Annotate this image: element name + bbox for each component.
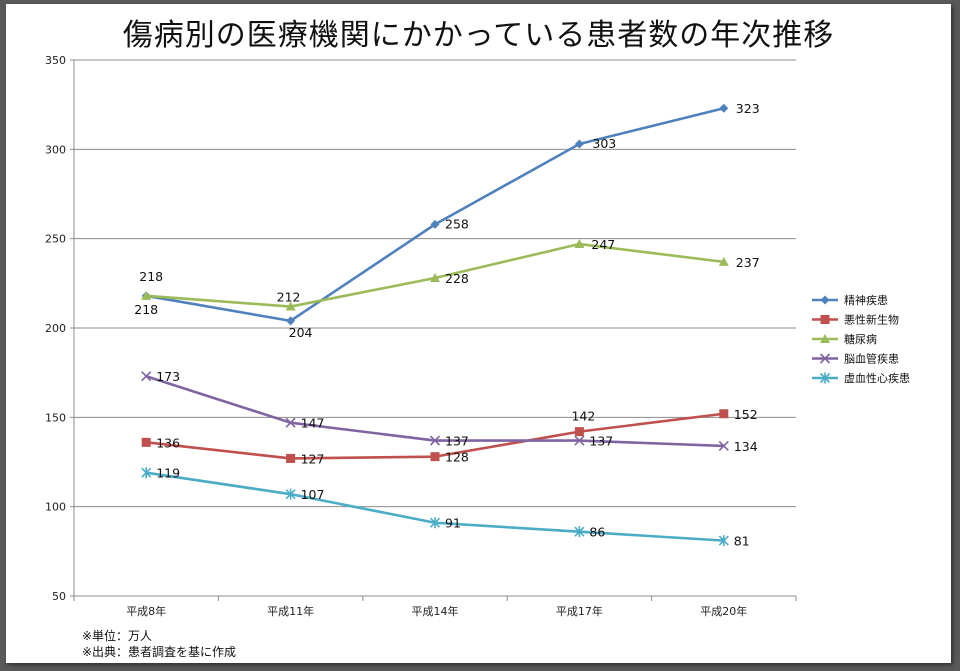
legend-label: 虚血性心疾患: [844, 371, 910, 385]
series-3: 173 147 137 137 134: [141, 369, 758, 454]
line-chart: 50 100 150 200 250 300 350 平成8年 平成11年 平成14年 平成17年 平…: [45, 54, 910, 618]
y-tick-label: 100: [45, 501, 66, 514]
data-point: [429, 435, 441, 446]
axes: 50 100 150 200 250 300 350 平成8年 平成11年 平成14年 平成17年 平…: [45, 54, 797, 618]
data-label: 303: [592, 136, 616, 151]
data-point: [574, 239, 585, 249]
data-point: [819, 353, 831, 364]
notes: ※単位：万人 ※出典：患者調査を基に作成: [82, 628, 236, 660]
data-label: 218: [134, 302, 158, 317]
y-tick-label: 150: [45, 411, 66, 424]
data-point: [574, 435, 585, 446]
data-label: 134: [734, 439, 758, 454]
data-point: [430, 272, 440, 282]
legend-label: 脳血管疾患: [844, 352, 899, 366]
x-tick-label: 平成8年: [126, 604, 166, 618]
data-point: [285, 488, 296, 500]
slide: 傷病別の医療機関にかかっている患者数の年次推移 50 100 150 200 250 30…: [6, 4, 951, 663]
data-label: 204: [289, 325, 313, 340]
legend-item: 脳血管疾患: [812, 352, 899, 366]
data-label: 91: [445, 516, 461, 531]
legend-item: 悪性新生物: [812, 313, 899, 327]
data-label: 152: [734, 407, 758, 422]
series-0: 218 204 258 303 323: [139, 101, 759, 340]
data-label: 86: [589, 525, 605, 540]
data-point: [718, 440, 729, 451]
data-point: [719, 409, 729, 419]
x-tick-label: 平成11年: [267, 604, 314, 618]
legend-label: 精神疾患: [844, 293, 888, 307]
y-tick-label: 200: [45, 322, 66, 335]
data-label: 147: [301, 416, 325, 431]
data-point: [141, 371, 152, 382]
x-tick-label: 平成20年: [700, 604, 747, 618]
data-point: [574, 139, 584, 149]
y-tick-label: 300: [45, 143, 66, 156]
gridlines: [74, 59, 796, 597]
data-point: [718, 256, 729, 266]
legend-label: 悪性新生物: [844, 313, 899, 327]
data-label: 218: [139, 269, 163, 284]
data-label: 228: [445, 271, 469, 286]
data-label: 258: [445, 216, 469, 231]
data-label: 137: [445, 434, 469, 449]
data-label: 173: [156, 369, 180, 384]
data-label: 237: [736, 255, 760, 270]
data-point: [141, 290, 152, 300]
data-point: [141, 437, 151, 447]
series-line: [146, 412, 724, 460]
y-tick-label: 250: [45, 233, 66, 246]
unit-note: ※単位：万人: [82, 629, 153, 643]
data-point: [286, 316, 296, 326]
legend-item: 糖尿病: [812, 332, 877, 346]
data-point: [285, 301, 296, 311]
data-point: [430, 219, 440, 229]
series-4: 119 107 91 86 81: [141, 466, 750, 549]
legend-item: 精神疾患: [812, 293, 888, 307]
data-point: [820, 295, 830, 305]
y-tick-label: 350: [45, 54, 66, 67]
series-line: [145, 375, 724, 448]
data-label: 212: [277, 290, 301, 305]
data-point: [286, 453, 296, 463]
data-point: [285, 417, 296, 428]
data-point: [719, 103, 729, 113]
x-tick-label: 平成17年: [556, 604, 603, 618]
data-label: 247: [591, 237, 615, 252]
series-2: 218 212 228 247 237: [134, 237, 759, 317]
chart-title: 傷病別の医療機関にかかっている患者数の年次推移: [122, 18, 835, 53]
data-label: 127: [301, 451, 325, 466]
data-point: [574, 427, 584, 437]
source-note: ※出典：患者調査を基に作成: [82, 645, 237, 659]
data-label: 323: [736, 101, 760, 116]
x-tick-label: 平成14年: [412, 604, 459, 618]
legend-item: 虚血性心疾患: [812, 371, 910, 385]
data-label: 142: [571, 409, 595, 424]
data-label: 119: [156, 466, 180, 481]
data-label: 136: [156, 435, 180, 450]
data-point: [819, 372, 831, 384]
data-label: 137: [589, 434, 613, 449]
legend-label: 糖尿病: [844, 332, 877, 346]
data-point: [574, 526, 585, 538]
data-point: [820, 315, 830, 324]
data-point: [429, 517, 441, 529]
series-1: 136 127 128 142 152: [141, 407, 758, 466]
series-line: [145, 106, 725, 323]
data-point: [820, 334, 830, 343]
data-label: 128: [445, 450, 469, 465]
data-point: [430, 452, 440, 462]
y-tick-label: 50: [52, 590, 66, 603]
data-point: [718, 535, 729, 547]
data-label: 81: [734, 534, 750, 549]
data-point: [141, 467, 152, 479]
data-label: 107: [301, 487, 325, 502]
